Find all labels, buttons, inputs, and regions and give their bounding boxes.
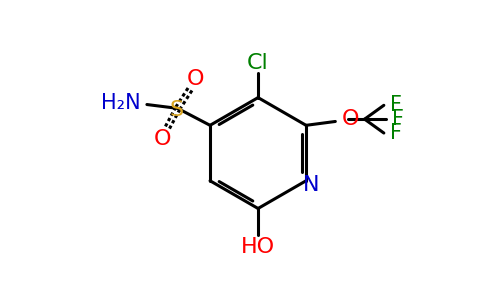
Text: N: N — [303, 176, 320, 195]
Text: H₂N: H₂N — [101, 93, 141, 113]
Text: F: F — [393, 109, 404, 129]
Text: HO: HO — [241, 237, 275, 257]
Text: O: O — [153, 129, 171, 149]
Text: S: S — [169, 100, 183, 120]
Text: O: O — [187, 69, 204, 89]
Text: O: O — [342, 109, 359, 129]
Text: F: F — [390, 95, 402, 115]
Text: Cl: Cl — [247, 53, 269, 73]
Text: F: F — [390, 123, 402, 143]
